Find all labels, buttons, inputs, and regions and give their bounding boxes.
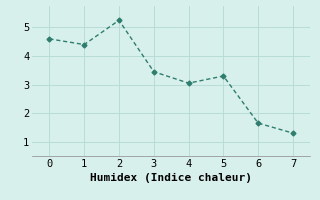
X-axis label: Humidex (Indice chaleur): Humidex (Indice chaleur)	[90, 173, 252, 183]
